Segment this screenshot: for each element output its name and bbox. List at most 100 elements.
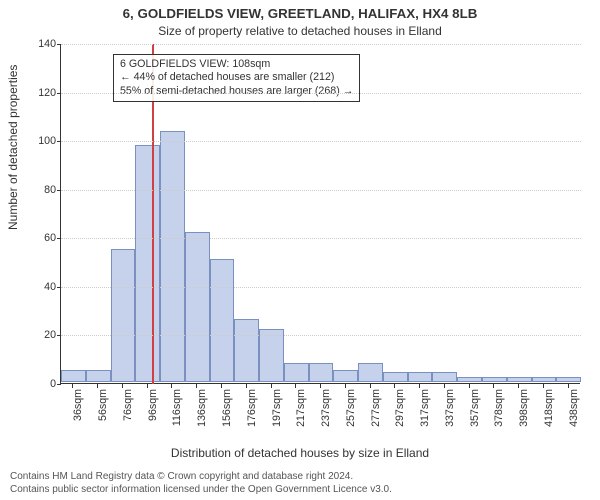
x-tick-slot: 317sqm — [407, 385, 432, 445]
bar-slot — [556, 44, 581, 382]
bar — [160, 131, 185, 382]
bar — [482, 377, 507, 382]
x-tick-label: 438sqm — [568, 389, 580, 427]
x-tick-slot: 337sqm — [431, 385, 456, 445]
bar-slot — [408, 44, 433, 382]
y-tick-label: 20 — [26, 329, 56, 341]
y-tick-mark — [57, 93, 61, 94]
x-tick-label: 337sqm — [444, 389, 456, 427]
x-tick-label: 317sqm — [419, 389, 431, 427]
chart-title-line2: Size of property relative to detached ho… — [0, 24, 600, 38]
gridline — [61, 44, 581, 45]
y-tick-label: 40 — [26, 281, 56, 293]
bar-slot — [61, 44, 86, 382]
gridline — [61, 287, 581, 288]
bar — [507, 377, 532, 382]
y-tick-label: 140 — [26, 38, 56, 50]
x-tick-mark — [394, 384, 395, 388]
y-tick-label: 100 — [26, 135, 56, 147]
x-tick-slot: 438sqm — [555, 385, 580, 445]
bar-slot — [482, 44, 507, 382]
x-tick-mark — [419, 384, 420, 388]
x-tick-mark — [370, 384, 371, 388]
x-tick-slot: 418sqm — [531, 385, 556, 445]
x-tick-label: 257sqm — [345, 389, 357, 427]
bar-slot — [532, 44, 557, 382]
bar — [284, 363, 309, 382]
gridline — [61, 335, 581, 336]
x-tick-slot: 297sqm — [382, 385, 407, 445]
x-tick-label: 76sqm — [122, 389, 134, 421]
y-tick-mark — [57, 141, 61, 142]
gridline — [61, 238, 581, 239]
bar-slot — [383, 44, 408, 382]
bar — [383, 372, 408, 382]
y-axis-label: Number of detached properties — [6, 65, 20, 230]
credits-line2: Contains public sector information licen… — [10, 484, 392, 497]
bar — [408, 372, 433, 382]
x-tick-label: 217sqm — [295, 389, 307, 427]
x-tick-slot: 136sqm — [184, 385, 209, 445]
x-axis-label: Distribution of detached houses by size … — [0, 446, 600, 460]
x-tick-label: 398sqm — [518, 389, 530, 427]
annotation-line1: 6 GOLDFIELDS VIEW: 108sqm — [120, 58, 353, 71]
x-tick-slot: 76sqm — [110, 385, 135, 445]
y-tick-label: 60 — [26, 232, 56, 244]
gridline — [61, 93, 581, 94]
x-tick-mark — [345, 384, 346, 388]
x-tick-mark — [271, 384, 272, 388]
bar — [532, 377, 557, 382]
x-tick-label: 36sqm — [72, 389, 84, 421]
x-tick-label: 357sqm — [469, 389, 481, 427]
bar-slot — [358, 44, 383, 382]
x-tick-mark — [518, 384, 519, 388]
bar — [210, 259, 235, 382]
y-tick-label: 80 — [26, 184, 56, 196]
x-tick-label: 297sqm — [394, 389, 406, 427]
bar — [309, 363, 334, 382]
x-tick-slot: 36sqm — [60, 385, 85, 445]
y-tick-mark — [57, 335, 61, 336]
bar-slot — [86, 44, 111, 382]
bar — [457, 377, 482, 382]
x-tick-slot: 176sqm — [233, 385, 258, 445]
bar — [111, 249, 136, 382]
x-tick-label: 136sqm — [196, 389, 208, 427]
chart-plot-area: 6 GOLDFIELDS VIEW: 108sqm ← 44% of detac… — [60, 44, 580, 384]
credits-block: Contains HM Land Registry data © Crown c… — [10, 471, 392, 496]
y-tick-label: 0 — [26, 378, 56, 390]
x-tick-mark — [246, 384, 247, 388]
x-tick-label: 156sqm — [221, 389, 233, 427]
bar-slot — [457, 44, 482, 382]
x-tick-slot: 197sqm — [258, 385, 283, 445]
chart-title-line1: 6, GOLDFIELDS VIEW, GREETLAND, HALIFAX, … — [0, 6, 600, 21]
x-tick-mark — [122, 384, 123, 388]
x-tick-mark — [568, 384, 569, 388]
x-tick-label: 277sqm — [370, 389, 382, 427]
x-tick-label: 418sqm — [543, 389, 555, 427]
x-tick-slot: 237sqm — [308, 385, 333, 445]
plot-box: 6 GOLDFIELDS VIEW: 108sqm ← 44% of detac… — [60, 44, 580, 384]
annotation-line3: 55% of semi-detached houses are larger (… — [120, 85, 353, 98]
x-tick-mark — [444, 384, 445, 388]
x-tick-label: 96sqm — [147, 389, 159, 421]
bar — [358, 363, 383, 382]
x-tick-mark — [493, 384, 494, 388]
bar — [259, 329, 284, 382]
x-tick-mark — [469, 384, 470, 388]
x-tick-label: 56sqm — [97, 389, 109, 421]
x-tick-slot: 217sqm — [283, 385, 308, 445]
bar-slot — [432, 44, 457, 382]
x-tick-mark — [543, 384, 544, 388]
x-tick-mark — [320, 384, 321, 388]
credits-line1: Contains HM Land Registry data © Crown c… — [10, 471, 392, 484]
x-tick-mark — [196, 384, 197, 388]
x-tick-label: 116sqm — [171, 389, 183, 426]
y-tick-mark — [57, 190, 61, 191]
x-ticks-group: 36sqm 56sqm 76sqm 96sqm 116sqm 136sqm 156sqm17… — [60, 385, 580, 445]
x-tick-mark — [147, 384, 148, 388]
x-tick-slot: 96sqm — [134, 385, 159, 445]
bar — [432, 372, 457, 382]
x-tick-mark — [97, 384, 98, 388]
x-tick-slot: 357sqm — [456, 385, 481, 445]
